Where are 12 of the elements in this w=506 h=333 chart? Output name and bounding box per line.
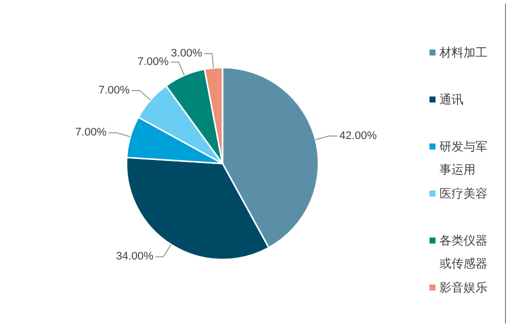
legend-label: 医疗美容 [440, 186, 488, 200]
legend-label: 研发与军事运用 [440, 140, 488, 176]
data-label: 42.00% [339, 130, 377, 142]
legend-label: 通讯 [440, 92, 464, 106]
legend-label: 各类仪器或传感器 [440, 234, 488, 270]
legend-label: 影音娱乐 [440, 280, 488, 294]
data-label: 7.00% [137, 56, 169, 68]
data-label: 3.00% [170, 48, 202, 60]
data-label: 7.00% [98, 84, 130, 96]
legend-label: 材料加工 [438, 46, 488, 60]
data-label: 7.00% [75, 126, 107, 139]
data-label: 34.00% [116, 250, 154, 263]
